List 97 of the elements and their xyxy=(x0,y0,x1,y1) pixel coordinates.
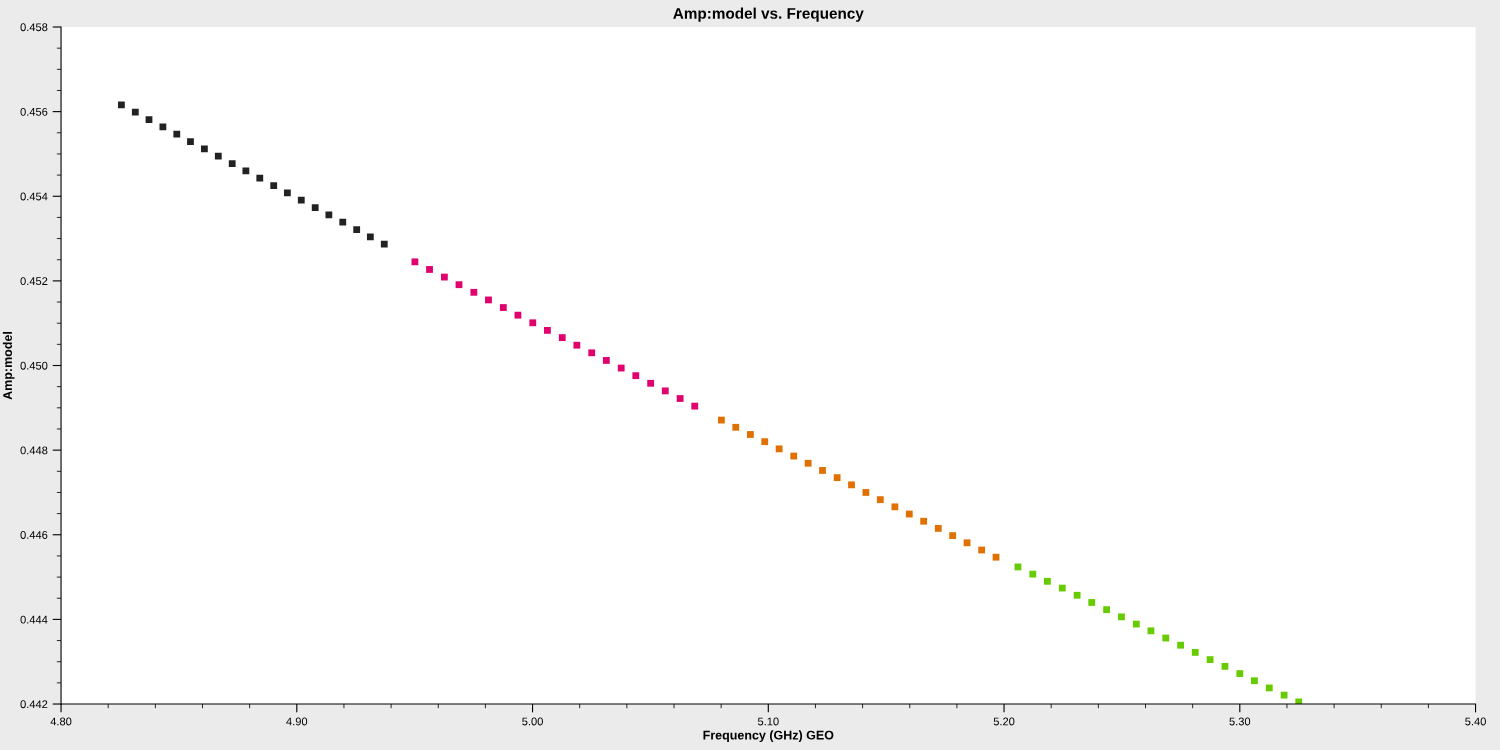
point xyxy=(1147,627,1155,635)
point xyxy=(1177,641,1185,649)
x-axis-title: Frequency (GHz) GEO xyxy=(703,730,834,743)
point xyxy=(270,182,278,190)
point xyxy=(426,266,433,273)
point xyxy=(339,218,347,226)
point xyxy=(632,372,640,380)
point xyxy=(529,319,537,327)
point xyxy=(746,431,754,438)
x-tick-label: 5.10 xyxy=(757,717,779,726)
point xyxy=(470,288,478,296)
point xyxy=(131,108,139,116)
point xyxy=(380,240,388,248)
point xyxy=(1206,656,1214,663)
point xyxy=(485,296,492,304)
point xyxy=(588,349,596,357)
point xyxy=(440,273,448,281)
point xyxy=(1044,577,1051,585)
y-tick-label: 0.444 xyxy=(20,615,48,624)
point xyxy=(891,503,899,511)
point xyxy=(1088,599,1096,606)
y-tick-label: 0.448 xyxy=(20,446,48,455)
point xyxy=(1280,691,1288,699)
point xyxy=(661,387,669,395)
point xyxy=(200,145,208,153)
point xyxy=(717,416,725,424)
point xyxy=(732,423,740,431)
point xyxy=(544,326,551,334)
y-tick-label: 0.456 xyxy=(20,107,48,116)
point xyxy=(1162,634,1170,642)
point xyxy=(1265,684,1273,692)
point xyxy=(1118,613,1125,621)
point xyxy=(647,379,655,387)
point xyxy=(920,517,928,525)
x-tick-label: 5.30 xyxy=(1229,717,1251,726)
point xyxy=(311,204,319,212)
point xyxy=(1103,606,1110,614)
point xyxy=(145,116,153,124)
point xyxy=(411,258,419,266)
point xyxy=(775,445,783,453)
chart-title: Amp:model vs. Frequency xyxy=(673,7,864,22)
point xyxy=(325,211,333,219)
point xyxy=(862,489,870,496)
point xyxy=(876,496,884,504)
point xyxy=(934,525,942,532)
point xyxy=(283,189,291,197)
point xyxy=(1058,584,1066,592)
point xyxy=(602,357,610,364)
point xyxy=(819,467,826,474)
point xyxy=(558,334,566,341)
point xyxy=(978,546,986,554)
y-tick-label: 0.454 xyxy=(20,192,48,201)
point xyxy=(761,438,769,446)
y-tick-label: 0.442 xyxy=(20,700,48,709)
point xyxy=(1191,649,1199,656)
point xyxy=(1236,670,1244,677)
x-tick-label: 4.90 xyxy=(286,717,308,726)
point xyxy=(366,233,374,241)
point xyxy=(118,101,125,109)
point xyxy=(173,130,181,138)
point xyxy=(1132,620,1140,628)
point xyxy=(1029,570,1037,578)
point xyxy=(573,341,581,349)
point xyxy=(848,481,855,489)
point xyxy=(905,510,913,518)
y-tick-label: 0.446 xyxy=(20,531,48,539)
point xyxy=(949,532,957,540)
x-tick-label: 4.80 xyxy=(50,717,72,726)
y-tick-label: 0.452 xyxy=(20,277,48,286)
point xyxy=(297,196,305,204)
y-tick-label: 0.450 xyxy=(20,361,48,370)
point xyxy=(1251,677,1258,685)
y-tick-label: 0.458 xyxy=(20,23,48,32)
y-axis-title: Amp:model xyxy=(2,332,15,400)
point xyxy=(353,226,361,234)
point xyxy=(676,395,684,402)
point xyxy=(159,123,167,131)
point xyxy=(1221,662,1229,670)
point xyxy=(187,138,194,146)
point xyxy=(499,304,507,311)
point xyxy=(790,452,798,460)
point xyxy=(455,281,463,289)
point xyxy=(214,152,222,160)
point xyxy=(242,167,250,175)
point xyxy=(617,364,625,372)
x-tick-label: 5.20 xyxy=(993,717,1015,726)
point xyxy=(804,459,812,467)
point xyxy=(514,311,522,319)
point xyxy=(963,539,971,547)
point xyxy=(992,553,1000,561)
point xyxy=(1073,591,1081,599)
point xyxy=(833,474,841,482)
point xyxy=(228,160,236,168)
point xyxy=(256,174,264,182)
point xyxy=(691,402,699,410)
x-tick-label: 5.00 xyxy=(522,717,543,726)
x-tick-label: 5.40 xyxy=(1465,717,1486,726)
